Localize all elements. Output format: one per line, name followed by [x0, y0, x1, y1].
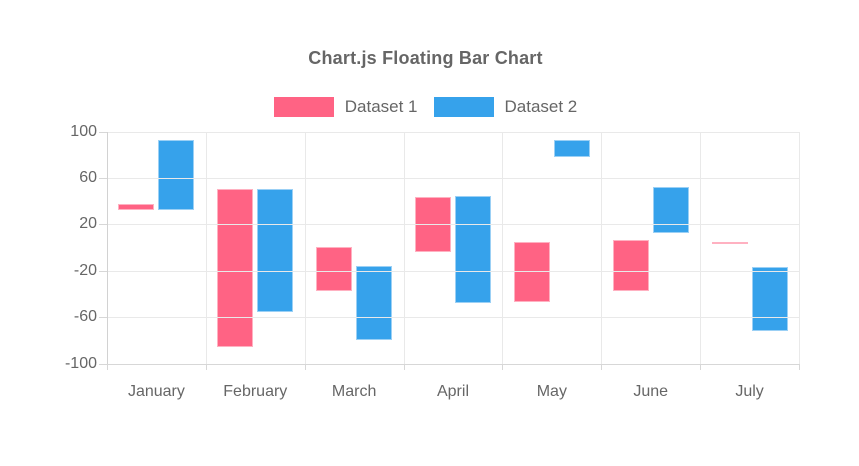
gridline-y--20: [107, 270, 799, 272]
x-tick-label-march: March: [331, 382, 377, 400]
bar-dataset-2-february[interactable]: [257, 189, 294, 312]
bar-dataset-2-may[interactable]: [553, 140, 590, 157]
gridline-y--60: [107, 317, 799, 319]
bar-dataset-1-march[interactable]: [316, 247, 353, 292]
x-tick-label-may: May: [536, 382, 567, 400]
y-tick-label--20: -20: [73, 261, 97, 279]
x-tick-mark-3: [403, 363, 405, 370]
bar-dataset-2-january[interactable]: [158, 140, 195, 210]
x-tick-label-january: January: [127, 382, 185, 400]
y-tick-mark-100: [99, 131, 107, 133]
gridline-x-boundary-7: [799, 131, 800, 364]
x-tick-label-february: February: [223, 382, 288, 400]
gridline-x-boundary-2: [304, 131, 306, 364]
gridline-x-boundary-6: [700, 131, 702, 364]
legend-item-dataset-2[interactable]: Dataset 2: [433, 97, 578, 117]
legend-item-dataset-1[interactable]: Dataset 1: [273, 97, 418, 117]
chart-title: Chart.js Floating Bar Chart: [308, 48, 543, 68]
y-tick-label--60: -60: [73, 308, 97, 326]
legend-label-dataset-2: Dataset 2: [504, 97, 578, 116]
bar-dataset-1-july[interactable]: [711, 242, 748, 245]
bar-dataset-1-may[interactable]: [513, 242, 550, 302]
bar-dataset-2-july[interactable]: [751, 266, 788, 331]
y-tick-label-100: 100: [70, 122, 97, 140]
gridline-x-boundary-3: [403, 131, 405, 364]
legend-swatch-dataset-2: [433, 97, 494, 117]
gridline-x-boundary-1: [205, 131, 207, 364]
y-tick-mark-20: [99, 224, 107, 226]
chart-legend: Dataset 1 Dataset 2: [0, 97, 851, 117]
bar-dataset-2-march[interactable]: [356, 265, 393, 340]
bar-dataset-1-january[interactable]: [118, 204, 155, 210]
legend-label-dataset-1: Dataset 1: [344, 97, 418, 116]
x-tick-mark-7: [799, 363, 800, 370]
y-tick-label-20: 20: [79, 215, 97, 233]
x-tick-mark-5: [601, 363, 603, 370]
gridline-y-20: [107, 224, 799, 226]
y-tick-mark--100: [99, 363, 107, 365]
x-tick-mark-6: [700, 363, 702, 370]
x-axis-border: [107, 363, 799, 365]
y-tick-mark--60: [99, 317, 107, 319]
bar-dataset-1-june[interactable]: [612, 240, 649, 292]
legend-swatch-dataset-1: [273, 97, 334, 117]
x-tick-mark-2: [304, 363, 306, 370]
bar-dataset-1-february[interactable]: [217, 189, 254, 347]
y-tick-label-60: 60: [79, 168, 97, 186]
bar-dataset-2-april[interactable]: [455, 195, 491, 303]
x-tick-label-july: July: [735, 382, 764, 400]
y-tick-label--100: -100: [64, 354, 97, 372]
y-tick-mark-60: [99, 177, 107, 179]
x-tick-label-june: June: [633, 382, 669, 400]
y-tick-mark--20: [99, 270, 107, 272]
x-tick-mark-1: [205, 363, 207, 370]
gridline-y-100: [107, 131, 799, 133]
plot-area: [107, 131, 799, 364]
gridline-x-boundary-4: [502, 131, 504, 364]
x-tick-mark-4: [502, 363, 504, 370]
y-axis-border: [107, 131, 108, 364]
x-tick-mark-0: [107, 363, 108, 370]
gridline-y-60: [107, 177, 799, 179]
gridline-x-boundary-5: [601, 131, 603, 364]
x-tick-label-april: April: [436, 382, 469, 400]
bar-dataset-2-june[interactable]: [652, 186, 689, 234]
